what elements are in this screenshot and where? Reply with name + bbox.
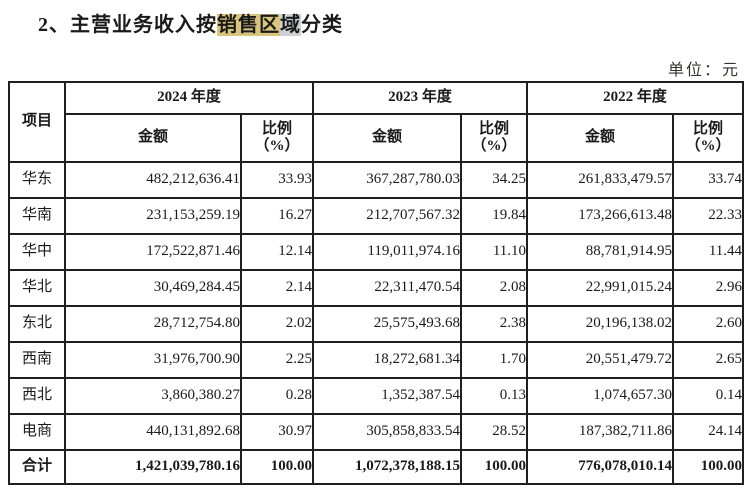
cell-total-amount-2024: 1,421,039,780.16	[64, 449, 242, 485]
cell-region: 华中	[8, 233, 66, 271]
section-title: 2、主营业务收入按销售区域分类	[38, 8, 343, 37]
cell-total-ratio-2024: 100.00	[239, 449, 315, 485]
cell-total-amount-2023: 1,072,378,188.15	[312, 449, 463, 485]
cell-amount-2024: 482,212,636.41	[64, 161, 242, 199]
cell-amount-2022: 20,196,138.02	[526, 305, 675, 343]
cell-ratio-2022: 0.14	[672, 377, 745, 415]
header-year-2023: 2023 年度	[312, 81, 529, 115]
title-highlight-sales-region: 销售区	[217, 14, 280, 36]
header-amount-2024: 金额	[64, 113, 242, 163]
cell-amount-2024: 31,976,700.90	[64, 341, 242, 379]
cell-ratio-2022: 2.96	[672, 269, 745, 307]
cell-ratio-2023: 19.84	[460, 197, 529, 235]
table-row-total: 合计 1,421,039,780.16 100.00 1,072,378,188…	[8, 449, 745, 485]
header-ratio-2024: 比例 （%）	[239, 113, 315, 163]
cell-total-ratio-2022: 100.00	[672, 449, 745, 485]
cell-amount-2024: 28,712,754.80	[64, 305, 242, 343]
table-row-xibei: 西北 3,860,380.27 0.28 1,352,387.54 0.13 1…	[8, 377, 745, 415]
table-row-huadong: 华东 482,212,636.41 33.93 367,287,780.03 3…	[8, 161, 745, 199]
unit-label: 单位：元	[667, 62, 740, 79]
cell-ratio-2024: 0.28	[239, 377, 315, 415]
ratio-label-line2: （%）	[254, 138, 300, 154]
cell-ratio-2024: 30.97	[239, 413, 315, 451]
cell-amount-2023: 305,858,833.54	[312, 413, 463, 451]
title-text-suffix: 分类	[301, 14, 343, 36]
cell-amount-2023: 22,311,470.54	[312, 269, 463, 307]
header-year-2024: 2024 年度	[63, 81, 315, 115]
cell-ratio-2024: 2.25	[239, 341, 315, 379]
cell-region: 西南	[8, 341, 66, 379]
cell-amount-2022: 88,781,914.95	[526, 233, 675, 271]
cell-ratio-2023: 2.08	[460, 269, 529, 307]
header-ratio-2023: 比例 （%）	[460, 113, 529, 163]
table-row-huanan: 华南 231,153,259.19 16.27 212,707,567.32 1…	[8, 197, 745, 235]
cell-ratio-2022: 2.60	[672, 305, 745, 343]
cell-ratio-2022: 22.33	[672, 197, 745, 235]
table-row-dianshang: 电商 440,131,892.68 30.97 305,858,833.54 2…	[8, 413, 745, 451]
title-highlight-region-suffix: 域	[280, 14, 301, 36]
cell-region: 电商	[8, 413, 66, 451]
cell-total-amount-2022: 776,078,010.14	[526, 449, 675, 485]
header-year-2022: 2022 年度	[526, 81, 745, 115]
table-row-xinan: 西南 31,976,700.90 2.25 18,272,681.34 1.70…	[8, 341, 745, 379]
cell-ratio-2023: 2.38	[460, 305, 529, 343]
table-row-huazhong: 华中 172,522,871.46 12.14 119,011,974.16 1…	[8, 233, 745, 271]
ratio-label-line1: 比例	[262, 120, 293, 137]
cell-amount-2024: 440,131,892.68	[64, 413, 242, 451]
cell-amount-2023: 367,287,780.03	[312, 161, 463, 199]
ratio-label-line1: 比例	[479, 120, 510, 137]
cell-amount-2022: 187,382,711.86	[526, 413, 675, 451]
cell-ratio-2023: 34.25	[460, 161, 529, 199]
cell-amount-2024: 231,153,259.19	[64, 197, 242, 235]
header-amount-2023: 金额	[312, 113, 463, 163]
cell-ratio-2022: 11.44	[672, 233, 745, 271]
cell-ratio-2024: 33.93	[239, 161, 315, 199]
cell-ratio-2023: 28.52	[460, 413, 529, 451]
cell-ratio-2023: 0.13	[460, 377, 529, 415]
header-item: 项目	[8, 81, 66, 163]
ratio-label-line2: （%）	[471, 138, 517, 154]
cell-region: 东北	[8, 305, 66, 343]
cell-amount-2023: 18,272,681.34	[312, 341, 463, 379]
cell-amount-2022: 20,551,479.72	[526, 341, 675, 379]
cell-ratio-2024: 16.27	[239, 197, 315, 235]
cell-amount-2022: 173,266,613.48	[526, 197, 675, 235]
cell-ratio-2024: 2.02	[239, 305, 315, 343]
cell-amount-2023: 119,011,974.16	[312, 233, 463, 271]
title-text-prefix: 2、主营业务收入按	[38, 14, 217, 36]
cell-region: 华南	[8, 197, 66, 235]
ratio-label-line2: （%）	[685, 138, 731, 154]
cell-region: 华北	[8, 269, 66, 307]
table-row-huabei: 华北 30,469,284.45 2.14 22,311,470.54 2.08…	[8, 269, 745, 307]
cell-ratio-2022: 2.65	[672, 341, 745, 379]
header-ratio-2022: 比例 （%）	[672, 113, 745, 163]
cell-amount-2022: 1,074,657.30	[526, 377, 675, 415]
cell-amount-2022: 261,833,479.57	[526, 161, 675, 199]
cell-amount-2022: 22,991,015.24	[526, 269, 675, 307]
cell-ratio-2024: 12.14	[239, 233, 315, 271]
cell-amount-2023: 1,352,387.54	[312, 377, 463, 415]
cell-amount-2024: 3,860,380.27	[64, 377, 242, 415]
cell-region: 华东	[8, 161, 66, 199]
cell-amount-2023: 25,575,493.68	[312, 305, 463, 343]
cell-ratio-2022: 33.74	[672, 161, 745, 199]
revenue-by-region-table: 项目 2024 年度 2023 年度 2022 年度 金额 比例 （%） 金额 比…	[8, 81, 745, 485]
table-row-dongbei: 东北 28,712,754.80 2.02 25,575,493.68 2.38…	[8, 305, 745, 343]
cell-total-label: 合计	[8, 449, 66, 485]
cell-amount-2024: 172,522,871.46	[64, 233, 242, 271]
cell-region: 西北	[8, 377, 66, 415]
cell-ratio-2023: 1.70	[460, 341, 529, 379]
cell-ratio-2023: 11.10	[460, 233, 529, 271]
cell-total-ratio-2023: 100.00	[460, 449, 529, 485]
cell-ratio-2022: 24.14	[672, 413, 745, 451]
ratio-label-line1: 比例	[693, 120, 724, 137]
cell-amount-2024: 30,469,284.45	[64, 269, 242, 307]
header-year-row: 项目 2024 年度 2023 年度 2022 年度	[8, 81, 745, 163]
cell-ratio-2024: 2.14	[239, 269, 315, 307]
cell-amount-2023: 212,707,567.32	[312, 197, 463, 235]
header-amount-2022: 金额	[526, 113, 675, 163]
header-measure-row: 金额 比例 （%） 金额 比例 （%） 金额 比例 （%）	[9, 113, 745, 163]
